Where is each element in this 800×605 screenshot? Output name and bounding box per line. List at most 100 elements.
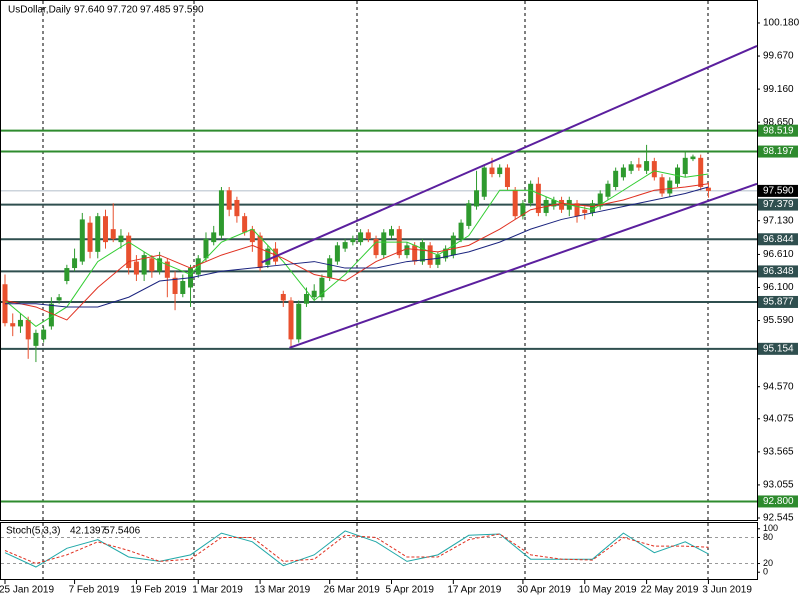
candle-body xyxy=(64,268,70,282)
candle-body xyxy=(149,258,155,272)
candle-body xyxy=(597,193,603,207)
candle-body xyxy=(667,180,673,194)
candle-body xyxy=(582,209,588,213)
level-box xyxy=(758,198,798,211)
x-tick-label: 3 Jun 2019 xyxy=(702,585,752,596)
ohlc-close: 97.590 xyxy=(173,5,204,16)
level-label: 98.519 xyxy=(763,125,794,136)
candle-body xyxy=(118,235,124,243)
candle-body xyxy=(636,164,642,168)
x-tick-label: 13 Mar 2019 xyxy=(254,585,311,596)
candle-body xyxy=(373,238,379,256)
candle-body xyxy=(211,232,217,243)
y-tick-label: 93.055 xyxy=(763,480,794,491)
candle-body xyxy=(589,203,595,213)
y-tick-label: 93.565 xyxy=(763,446,794,457)
candle-body xyxy=(33,332,39,346)
level-box xyxy=(758,233,798,246)
candle-body xyxy=(342,242,348,249)
candle-body xyxy=(682,157,688,175)
candle-body xyxy=(690,156,696,160)
candle-body xyxy=(659,177,665,194)
level-label: 97.379 xyxy=(763,199,794,210)
stoch-value: 57.5406 xyxy=(104,526,141,537)
candle-body xyxy=(381,232,387,256)
candle-body xyxy=(164,261,170,278)
stoch-title: Stoch(5,3,3) xyxy=(6,526,60,537)
chart-title: UsDollar,Daily xyxy=(8,5,71,16)
candle-body xyxy=(296,303,302,340)
candle-body xyxy=(535,183,541,213)
candle-body xyxy=(265,248,271,265)
candle-body xyxy=(157,258,163,272)
candle-body xyxy=(319,277,325,298)
candle-body xyxy=(102,216,108,243)
level-label: 92.800 xyxy=(763,496,794,507)
candle-body xyxy=(520,203,526,217)
candle-body xyxy=(72,258,78,269)
candle-body xyxy=(126,235,132,269)
candle-body xyxy=(257,235,263,269)
candle-body xyxy=(651,161,657,178)
moving-average xyxy=(5,186,709,308)
candle-body xyxy=(25,319,31,340)
candle-body xyxy=(288,300,294,340)
candle-body xyxy=(56,297,62,301)
y-tick-label: 92.545 xyxy=(763,513,794,524)
moving-average xyxy=(4,183,709,321)
candle-body xyxy=(481,167,487,197)
candle-body xyxy=(466,203,472,226)
level-box xyxy=(758,145,798,158)
level-label: 98.197 xyxy=(763,146,794,157)
y-tick-label: 99.670 xyxy=(763,51,794,62)
y-tick-label: 97.130 xyxy=(763,215,794,226)
x-tick-label: 30 Apr 2019 xyxy=(517,585,571,596)
candle-body xyxy=(110,229,116,239)
candle-body xyxy=(528,183,534,204)
candle-body xyxy=(705,187,711,191)
candle-body xyxy=(41,329,47,340)
last-price-box xyxy=(758,184,798,197)
y-tick-label: 94.075 xyxy=(763,413,794,424)
x-tick-label: 5 Apr 2019 xyxy=(386,585,435,596)
candle-body xyxy=(327,258,333,278)
candle-body xyxy=(474,190,480,207)
candle-body xyxy=(141,255,147,275)
candle-body xyxy=(605,183,611,197)
candle-body xyxy=(303,293,309,304)
x-tick-label: 22 May 2019 xyxy=(641,585,699,596)
candle-body xyxy=(172,277,178,294)
level-box xyxy=(758,495,798,508)
y-tick-label: 94.570 xyxy=(763,381,794,392)
y-tick-label: 96.610 xyxy=(763,249,794,260)
y-tick-label: 0 xyxy=(763,567,768,577)
level-box xyxy=(758,265,798,278)
ohlc-high: 97.720 xyxy=(107,5,138,16)
candle-body xyxy=(559,199,565,210)
candle-body xyxy=(365,232,371,239)
x-tick-label: 17 Apr 2019 xyxy=(447,585,501,596)
level-box xyxy=(758,124,798,137)
stoch-value: 42.1397 xyxy=(70,526,107,537)
ohlc-low: 97.485 xyxy=(140,5,171,16)
y-tick-label: 99.160 xyxy=(763,84,794,95)
candle-body xyxy=(203,238,209,259)
candle-body xyxy=(350,238,356,243)
candle-body xyxy=(133,261,139,275)
candle-body xyxy=(79,219,85,262)
candle-body xyxy=(427,245,433,265)
candle-body xyxy=(644,161,650,171)
trend-line xyxy=(261,45,758,264)
candle-body xyxy=(404,245,410,256)
candle-body xyxy=(613,170,619,188)
candle-body xyxy=(628,164,634,171)
candle-body xyxy=(497,167,503,175)
candle-body xyxy=(17,319,23,327)
level-box xyxy=(758,342,798,355)
candle-body xyxy=(358,232,364,243)
candle-body xyxy=(698,157,704,188)
x-tick-label: 1 Mar 2019 xyxy=(192,585,243,596)
ohlc-open: 97.640 xyxy=(74,5,105,16)
candle-body xyxy=(242,216,248,233)
